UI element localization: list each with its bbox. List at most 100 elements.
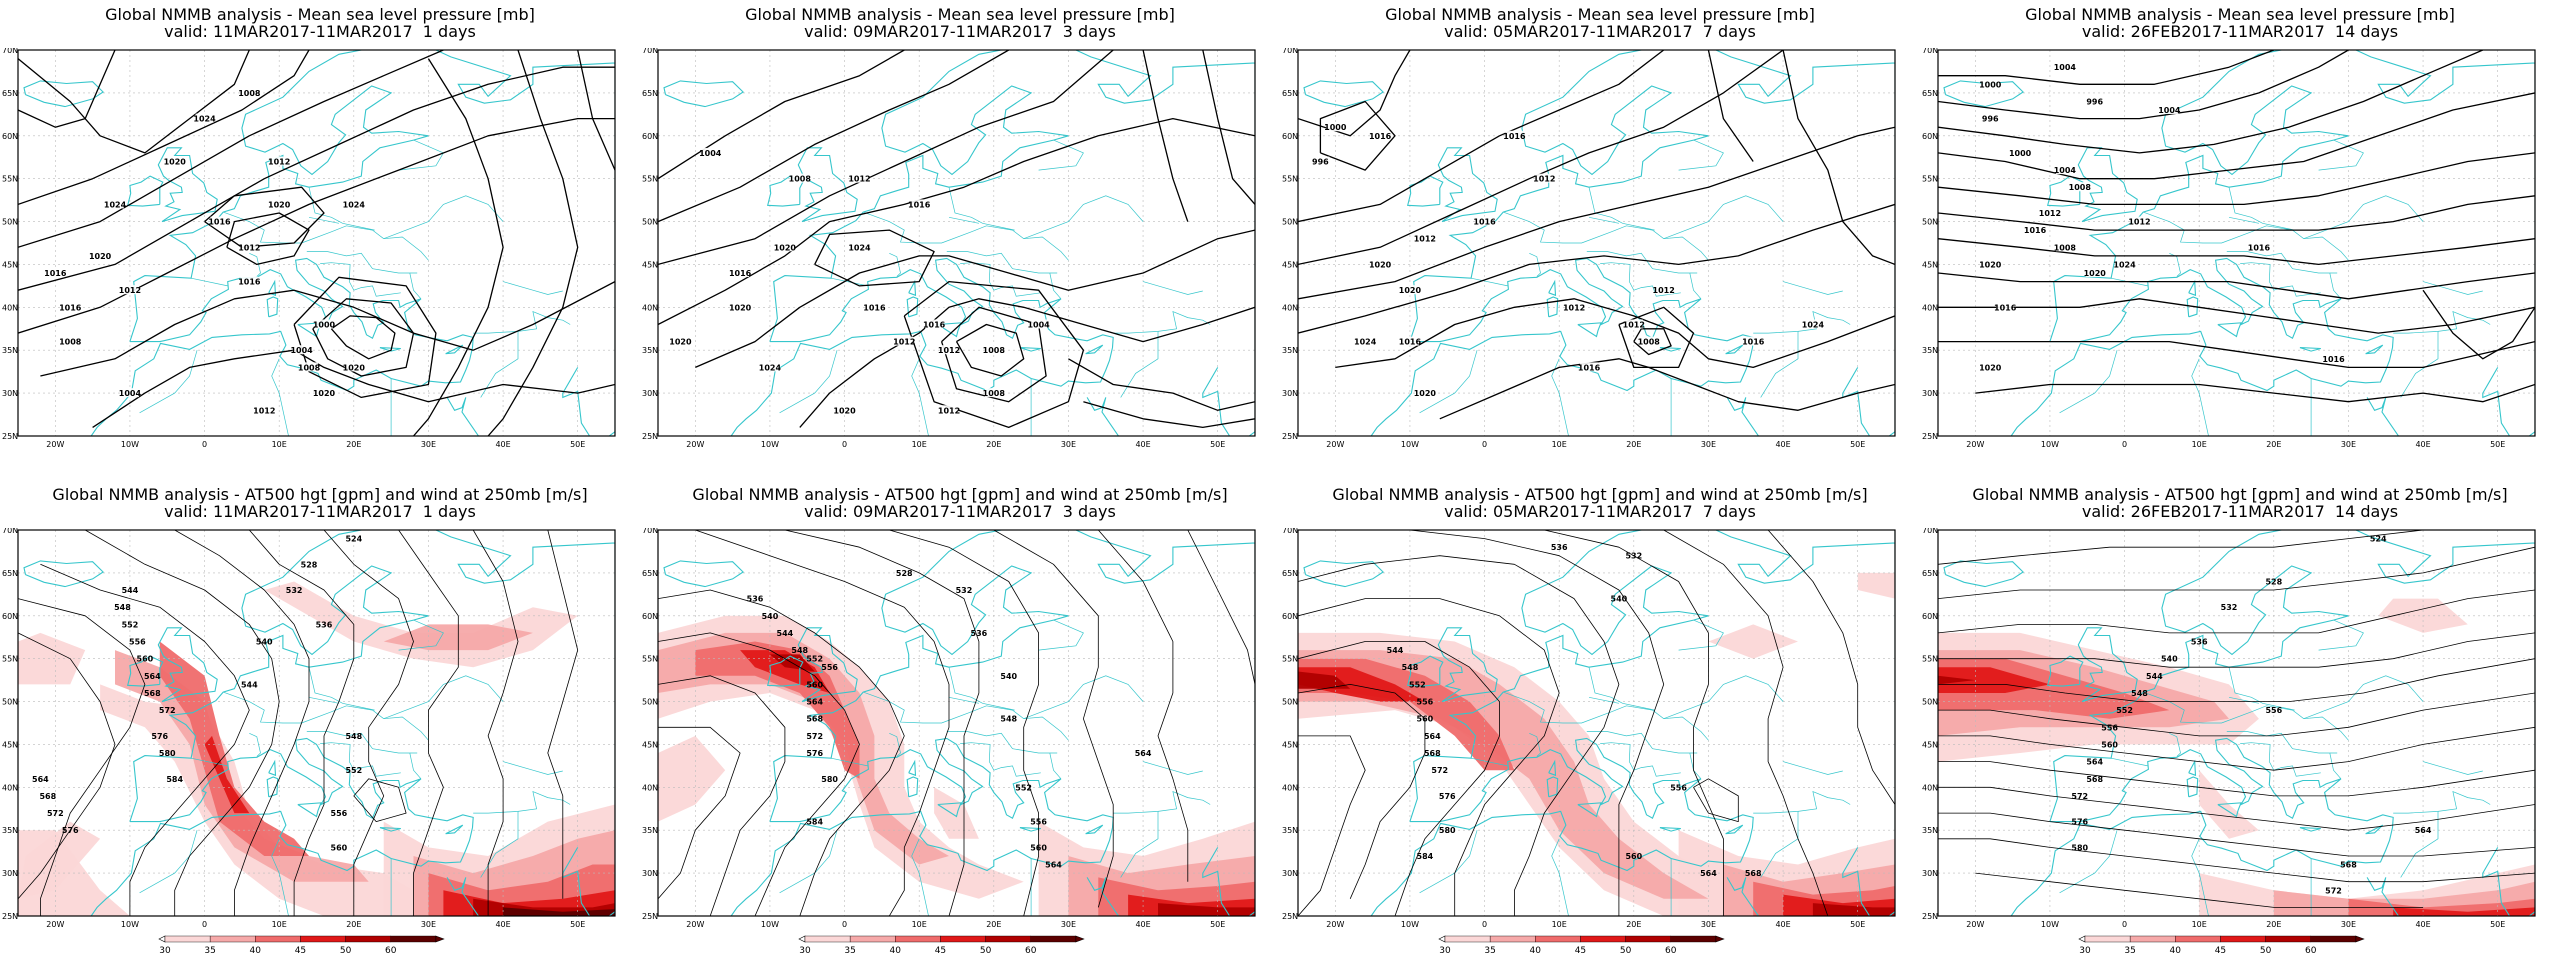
country-border (2329, 752, 2342, 780)
isobar (1633, 328, 1672, 356)
latitude-label: 55N (1282, 175, 1298, 184)
contour-label: 1000 (313, 320, 336, 329)
country-border (1471, 277, 1508, 287)
contour-label: 1016 (238, 278, 261, 287)
country-border (2393, 791, 2491, 814)
colorbar-tick-label: 60 (2305, 946, 2317, 956)
coastline (266, 296, 279, 318)
longitude-label: 40E (1135, 440, 1150, 449)
country-border (1049, 272, 1062, 300)
country-border (1419, 350, 1478, 414)
country-border (948, 216, 979, 224)
isobar (1298, 126, 1895, 300)
coastline (1409, 530, 1895, 916)
contour-label: 1008 (1638, 338, 1661, 347)
longitude-label: 50E (1850, 440, 1865, 449)
latitude-label: 35N (2, 346, 18, 355)
geopotential-contour (1298, 598, 1560, 916)
colorbar-swatch (390, 935, 437, 943)
contour-label: 584 (166, 775, 183, 784)
coastline (2299, 347, 2321, 352)
colorbar-min-arrow (2078, 935, 2086, 943)
map-layers: 1016 1024 1020 1008 1012 1024 1016 1012 1020 1016… (18, 50, 615, 436)
coastline (663, 560, 744, 588)
country-border (1143, 761, 1203, 775)
colorbar-tick-label: 50 (340, 946, 352, 956)
contour-label: 1012 (1563, 303, 1585, 312)
contour-label: 1008 (238, 89, 261, 98)
latitude-label: 30N (1922, 869, 1938, 878)
map-layers: 524 528 532 536 540 544 548 552 556 560 564 568 572 5… (1938, 530, 2535, 916)
contour-label: 552 (345, 766, 362, 775)
isobar (1068, 358, 1255, 411)
latitude-label: 65N (1922, 89, 1938, 98)
country-border (2318, 619, 2364, 651)
longitude-label: 20E (1626, 920, 1641, 929)
map-frame (1937, 529, 2536, 917)
country-border (831, 757, 868, 767)
country-border (1120, 331, 1159, 398)
contour-label: 560 (2101, 740, 2118, 749)
contour-label: 1020 (729, 303, 752, 312)
longitude-label: 40E (495, 440, 510, 449)
longitude-label: 20E (346, 440, 361, 449)
latitude-label: 60N (2, 132, 18, 141)
isobar (1938, 50, 2349, 120)
coastline (157, 147, 218, 223)
latitude-label: 35N (1922, 826, 1938, 835)
colorbar-swatch (804, 935, 851, 943)
country-border (473, 311, 571, 334)
latitude-label: 55N (1922, 175, 1938, 184)
longitude-label: 10W (761, 920, 779, 929)
latitude-label: 40N (642, 303, 658, 312)
country-border (2169, 252, 2181, 277)
coastline (297, 322, 322, 338)
contour-label: 524 (345, 535, 362, 544)
contour-label: 996 (1312, 158, 1329, 167)
contour-label: 568 (2086, 775, 2103, 784)
coastline (1085, 824, 1104, 835)
geopotential-contour (1938, 530, 2424, 565)
longitude-label: 20E (2266, 440, 2281, 449)
country-border (889, 252, 901, 277)
country-border (409, 752, 422, 780)
colorbar-swatch (2265, 935, 2311, 943)
longitude-label: 10E (912, 920, 927, 929)
latitude-label: 55N (642, 655, 658, 664)
latitude-label: 70N (1922, 48, 1938, 55)
contour-label: 568 (1745, 869, 1762, 878)
colorbar-min-arrow (158, 935, 166, 943)
colorbar-tick-label: 60 (1025, 946, 1037, 956)
country-border (863, 211, 1069, 261)
coastline (129, 50, 615, 436)
colorbar-tick-label: 50 (980, 946, 992, 956)
colorbar-swatch (1580, 935, 1626, 943)
latitude-label: 60N (1282, 612, 1298, 621)
wind-speed-shading (1938, 675, 1976, 685)
country-border (1529, 252, 1541, 277)
contour-label: 532 (286, 586, 303, 595)
country-border (1113, 791, 1211, 814)
map-layers: 5365405445485525565605645685725765805845… (658, 530, 1255, 916)
country-border (1760, 811, 1799, 878)
map-plot: 1016 1024 1020 1008 1012 1024 1016 1012 1020 1016… (2, 48, 616, 449)
isobar (1707, 50, 1754, 162)
contour-label: 568 (144, 689, 161, 698)
latitude-label: 50N (1282, 218, 1298, 227)
contour-label: 548 (1402, 663, 1419, 672)
country-border (320, 742, 401, 777)
contour-label: 1012 (1533, 175, 1555, 184)
contour-label: 1012 (253, 406, 275, 415)
colorbar-swatch (940, 935, 986, 943)
latitude-label: 25N (1282, 912, 1298, 921)
isobar (1938, 50, 2275, 85)
country-border (1471, 757, 1508, 767)
contour-label: 1008 (983, 389, 1006, 398)
country-border (1038, 619, 1084, 651)
longitude-label: 0 (842, 920, 847, 929)
colorbar-min-arrow (798, 935, 806, 943)
contour-label: 560 (1417, 715, 1434, 724)
wind-colorbar: 30 35 40 45 50 60 (798, 935, 1085, 956)
contour-label: 572 (159, 706, 176, 715)
country-border (306, 731, 418, 754)
